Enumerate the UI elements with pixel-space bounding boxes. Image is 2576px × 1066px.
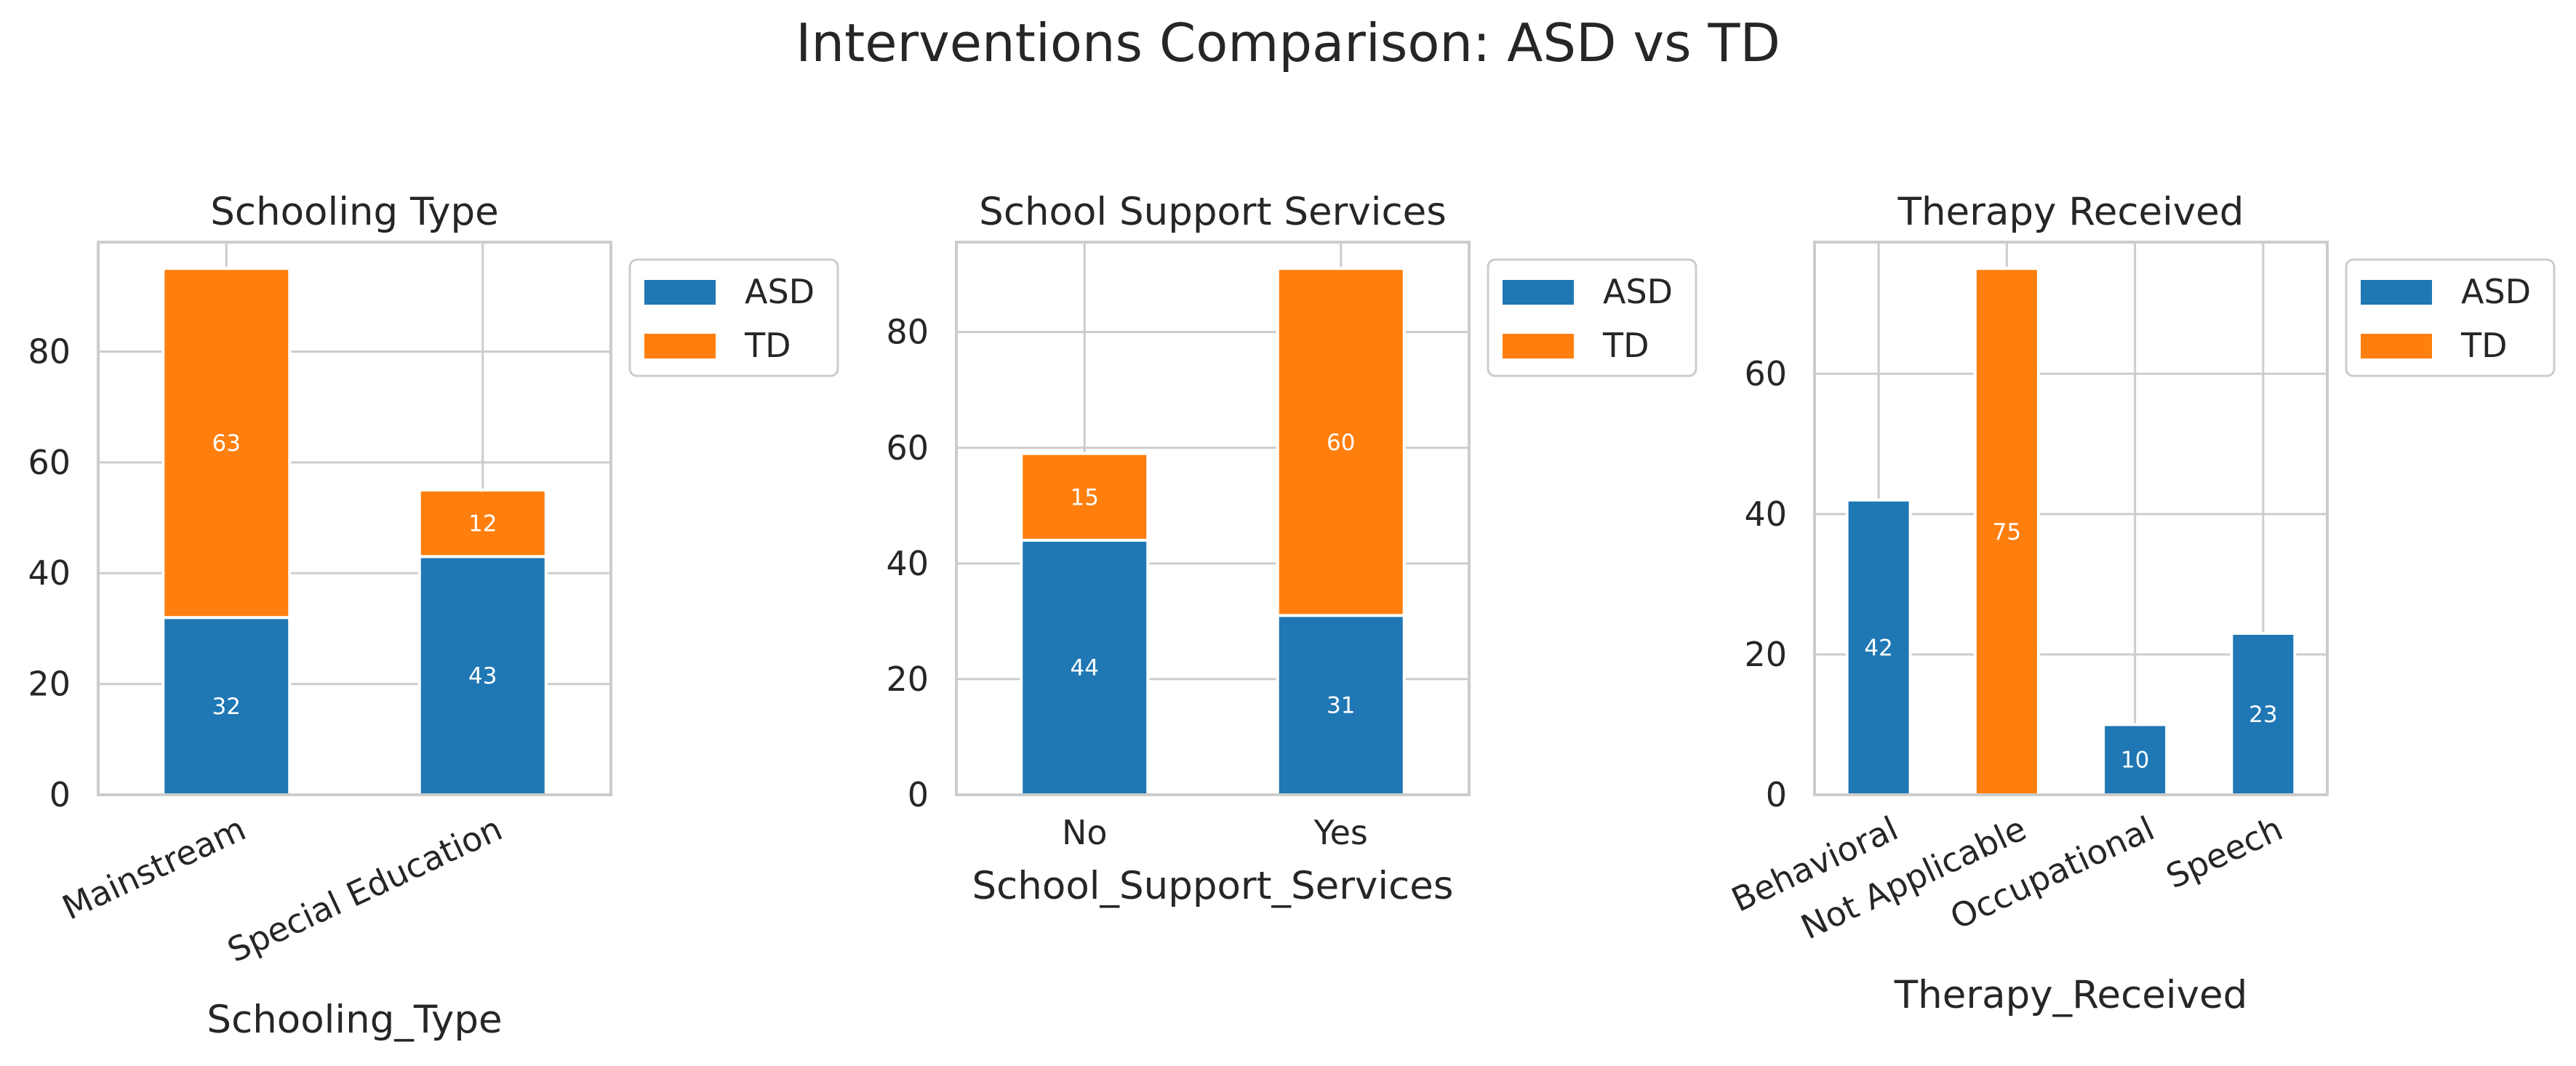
legend-label-td: TD [2460, 326, 2508, 365]
bar-value-label: 10 [2121, 748, 2149, 774]
legend-label-asd: ASD [1603, 272, 1673, 311]
subplot-1: 0 20 40 60 80 32 43 63 12 Schooling Type Mainstrea… [28, 190, 839, 1042]
y-tick-label: 80 [886, 313, 929, 352]
x-axis-label: School_Support_Services [972, 864, 1454, 908]
y-tick-label: 40 [1744, 494, 1787, 534]
legend-swatch-td [1503, 334, 1574, 358]
y-tick-label: 60 [1744, 354, 1787, 393]
bar-asd-occupational [2102, 723, 2169, 796]
bar-value-label: 42 [1864, 635, 1892, 661]
y-tick-label: 40 [28, 553, 71, 593]
bar-value-label: 32 [212, 694, 241, 720]
bar-asd-yes [1276, 614, 1406, 797]
y-tick-label: 80 [28, 332, 71, 371]
x-tick-label: No [1062, 813, 1108, 852]
bar-value-label: 43 [468, 663, 497, 689]
y-tick-label: 0 [908, 775, 929, 814]
y-tick-label: 60 [28, 443, 71, 482]
bar-asd-special-education [417, 555, 548, 797]
subplot-title: Schooling Type [210, 190, 499, 234]
x-axis-label: Therapy_Received [1894, 973, 2248, 1017]
y-tick-label: 40 [886, 544, 929, 583]
bar-asd-behavioral [1845, 498, 1912, 797]
bar-value-label: 60 [1327, 430, 1355, 456]
subplot-2: 0 20 40 60 80 44 31 15 60 School Support Services… [886, 190, 1697, 908]
y-tick-label: 0 [1766, 775, 1787, 814]
legend-swatch-asd [1503, 280, 1574, 305]
x-axis-label: Schooling_Type [207, 998, 502, 1042]
bar-value-label: 15 [1071, 484, 1099, 510]
bar-td-yes [1276, 267, 1406, 617]
y-tick-label: 20 [886, 660, 929, 699]
bar-value-label: 23 [2249, 702, 2277, 728]
bar-value-label: 44 [1071, 655, 1099, 681]
legend: ASD TD [2345, 258, 2556, 377]
x-tick-label: Yes [1313, 813, 1368, 852]
bar-value-label: 31 [1327, 693, 1355, 719]
y-tick-label: 20 [28, 665, 71, 704]
legend-swatch-asd [2361, 280, 2432, 305]
plot-frame [955, 241, 1471, 796]
bar-td-not-applicable [1973, 267, 2040, 796]
legend-label-td: TD [1602, 326, 1649, 365]
y-tick-label: 0 [49, 775, 71, 814]
legend-swatch-td [644, 334, 716, 358]
legend: ASD TD [628, 258, 839, 377]
plot-frame [97, 241, 612, 796]
y-tick-label: 20 [1744, 635, 1787, 674]
legend-label-asd: ASD [745, 272, 815, 311]
legend-swatch-td [2361, 334, 2432, 358]
subplot-title: Therapy Received [1897, 190, 2244, 234]
legend: ASD TD [1487, 258, 1697, 377]
bar-td-mainstream [161, 267, 292, 620]
y-tick-label: 60 [886, 428, 929, 468]
bar-asd-speech [2230, 632, 2297, 796]
x-tick-label: Special Education [222, 809, 508, 970]
legend-swatch-asd [644, 280, 716, 305]
bar-td-special-education [417, 488, 548, 558]
bar-td-no [1020, 452, 1150, 542]
plot-frame [1813, 241, 2329, 796]
legend-label-asd: ASD [2461, 272, 2531, 311]
bar-asd-no [1020, 539, 1150, 797]
x-tick-label: Speech [2160, 809, 2288, 897]
legend-label-td: TD [744, 326, 791, 365]
bar-value-label: 63 [212, 430, 241, 457]
x-tick-label: Mainstream [56, 809, 251, 927]
subplot-title: School Support Services [979, 190, 1447, 234]
bar-value-label: 75 [1993, 519, 2021, 545]
bar-value-label: 12 [468, 511, 497, 537]
figure-title: Interventions Comparison: ASD vs TD [796, 12, 1780, 73]
